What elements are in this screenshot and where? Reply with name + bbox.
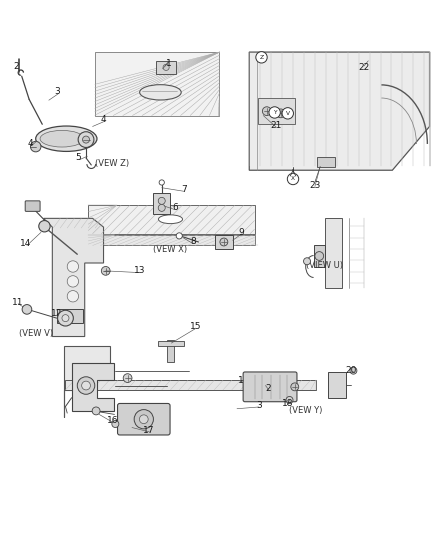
Circle shape: [268, 107, 280, 118]
Text: 17: 17: [142, 426, 154, 435]
Circle shape: [57, 310, 73, 326]
Polygon shape: [65, 380, 315, 390]
Circle shape: [139, 415, 148, 424]
Text: 20: 20: [344, 366, 356, 375]
Bar: [166, 340, 173, 362]
Text: (VEW Y): (VEW Y): [288, 406, 321, 415]
Text: 3: 3: [55, 87, 60, 96]
Circle shape: [276, 109, 285, 118]
Polygon shape: [64, 346, 110, 417]
Circle shape: [255, 52, 267, 63]
Circle shape: [134, 409, 153, 429]
Ellipse shape: [35, 126, 97, 151]
Circle shape: [77, 377, 95, 394]
Text: 6: 6: [172, 204, 177, 212]
Circle shape: [67, 290, 78, 302]
Circle shape: [22, 304, 32, 314]
Circle shape: [30, 141, 41, 152]
Circle shape: [101, 266, 110, 275]
Circle shape: [176, 233, 182, 239]
Circle shape: [81, 381, 90, 390]
Text: V: V: [285, 111, 289, 116]
Text: 9: 9: [238, 228, 244, 237]
Polygon shape: [327, 373, 345, 398]
Text: X: X: [290, 176, 294, 181]
Text: 2: 2: [265, 384, 271, 393]
Circle shape: [62, 314, 69, 321]
Text: 15: 15: [189, 322, 201, 332]
Circle shape: [286, 397, 292, 403]
Circle shape: [290, 383, 298, 391]
Text: 1: 1: [166, 59, 172, 68]
Text: 3: 3: [255, 401, 261, 410]
Bar: [215, 235, 232, 249]
FancyBboxPatch shape: [25, 201, 40, 212]
FancyBboxPatch shape: [117, 403, 170, 435]
Text: 4: 4: [28, 140, 33, 149]
Circle shape: [287, 173, 298, 184]
Circle shape: [282, 108, 293, 119]
Text: 11: 11: [11, 298, 23, 307]
Circle shape: [78, 132, 94, 148]
Text: 12: 12: [51, 309, 62, 318]
Text: 8: 8: [190, 238, 196, 246]
Ellipse shape: [158, 215, 182, 224]
Text: 18: 18: [281, 399, 293, 408]
Text: (VIEW U): (VIEW U): [305, 261, 343, 270]
Text: (VEW Z): (VEW Z): [95, 159, 129, 168]
Bar: [152, 193, 170, 214]
Bar: [57, 309, 83, 324]
Bar: [316, 157, 334, 167]
Polygon shape: [43, 219, 103, 336]
Polygon shape: [95, 52, 219, 116]
Text: 5: 5: [75, 154, 81, 163]
Text: 1: 1: [237, 376, 243, 385]
Polygon shape: [71, 363, 114, 411]
Ellipse shape: [139, 85, 181, 100]
Polygon shape: [324, 219, 341, 288]
Text: (VEW V): (VEW V): [19, 328, 53, 337]
Text: Y: Y: [272, 110, 276, 115]
Polygon shape: [88, 205, 254, 233]
Circle shape: [123, 374, 132, 383]
Text: 23: 23: [308, 181, 320, 190]
Text: Z: Z: [259, 55, 263, 60]
FancyBboxPatch shape: [243, 372, 296, 402]
Text: 4: 4: [100, 115, 106, 124]
Polygon shape: [158, 341, 184, 346]
Circle shape: [349, 367, 356, 374]
Ellipse shape: [40, 131, 84, 147]
Bar: [155, 61, 175, 74]
Circle shape: [82, 136, 89, 143]
Text: 14: 14: [20, 239, 32, 248]
Circle shape: [67, 276, 78, 287]
Text: 16: 16: [106, 416, 118, 425]
Text: 21: 21: [270, 121, 282, 130]
Circle shape: [162, 64, 169, 70]
Circle shape: [39, 221, 50, 232]
Polygon shape: [249, 52, 428, 170]
Polygon shape: [88, 235, 254, 246]
Text: 13: 13: [134, 266, 145, 276]
Bar: [313, 246, 324, 266]
Circle shape: [112, 421, 119, 427]
Text: (VEW X): (VEW X): [152, 245, 187, 254]
Circle shape: [159, 180, 164, 185]
Circle shape: [262, 107, 271, 116]
Circle shape: [314, 252, 323, 261]
Text: 7: 7: [180, 185, 186, 194]
Circle shape: [219, 238, 227, 246]
Circle shape: [158, 204, 165, 212]
Circle shape: [303, 258, 310, 265]
Circle shape: [158, 197, 165, 204]
Circle shape: [92, 407, 100, 415]
Circle shape: [67, 261, 78, 272]
Text: 22: 22: [357, 63, 369, 72]
Bar: [258, 98, 294, 124]
Text: 2: 2: [13, 62, 19, 70]
